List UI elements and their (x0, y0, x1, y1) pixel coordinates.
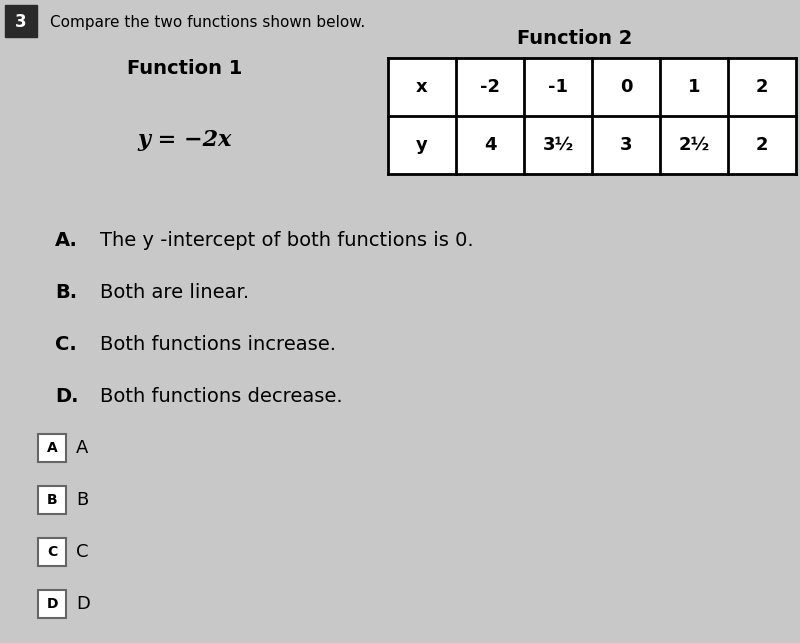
Text: C: C (76, 543, 89, 561)
Text: A: A (46, 441, 58, 455)
Text: The y -intercept of both functions is 0.: The y -intercept of both functions is 0. (100, 230, 474, 249)
Text: y: y (416, 136, 428, 154)
Text: D.: D. (55, 386, 78, 406)
Text: C: C (47, 545, 57, 559)
Text: C.: C. (55, 334, 77, 354)
Text: A.: A. (55, 230, 78, 249)
Text: D: D (76, 595, 90, 613)
Text: Both functions decrease.: Both functions decrease. (100, 386, 342, 406)
Text: 3: 3 (15, 13, 27, 31)
FancyBboxPatch shape (38, 590, 66, 618)
Text: Function 2: Function 2 (518, 28, 633, 48)
Text: D: D (46, 597, 58, 611)
Text: -1: -1 (548, 78, 568, 96)
Text: 4: 4 (484, 136, 496, 154)
Text: Compare the two functions shown below.: Compare the two functions shown below. (50, 15, 366, 30)
Text: A: A (76, 439, 88, 457)
Text: 2: 2 (756, 136, 768, 154)
FancyBboxPatch shape (38, 434, 66, 462)
Text: 3½: 3½ (542, 136, 574, 154)
Text: y = −2x: y = −2x (138, 129, 232, 151)
Text: x: x (416, 78, 428, 96)
Text: B: B (46, 493, 58, 507)
Text: Function 1: Function 1 (127, 59, 242, 78)
FancyBboxPatch shape (38, 538, 66, 566)
Text: Both are linear.: Both are linear. (100, 282, 249, 302)
Text: 3: 3 (620, 136, 632, 154)
Text: -2: -2 (480, 78, 500, 96)
Text: 2: 2 (756, 78, 768, 96)
FancyBboxPatch shape (5, 5, 37, 37)
FancyBboxPatch shape (38, 486, 66, 514)
Text: B.: B. (55, 282, 77, 302)
FancyBboxPatch shape (388, 58, 796, 174)
Text: 2½: 2½ (678, 136, 710, 154)
Text: B: B (76, 491, 88, 509)
Text: 0: 0 (620, 78, 632, 96)
Text: 1: 1 (688, 78, 700, 96)
Text: Both functions increase.: Both functions increase. (100, 334, 336, 354)
